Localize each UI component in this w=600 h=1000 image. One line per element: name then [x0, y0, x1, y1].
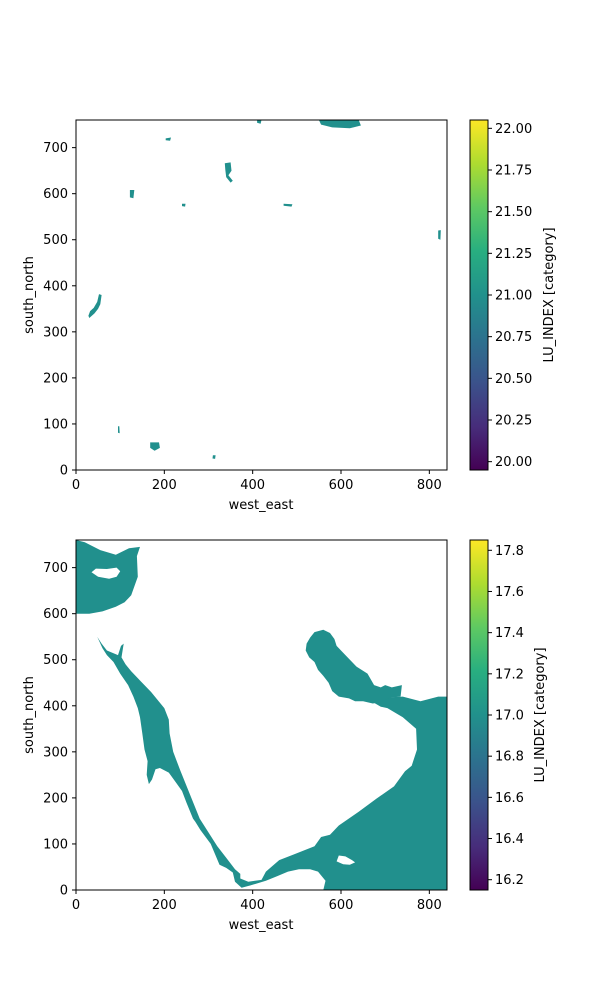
land-region-1 [318, 120, 361, 129]
land-region-10 [212, 455, 216, 459]
y-tick-label: 100 [43, 417, 68, 432]
land-region-9 [438, 230, 441, 240]
colorbar-label-1: LU_INDEX [category] [542, 227, 557, 362]
colorbar-tick-label: 21.75 [495, 164, 532, 179]
x-axis-label-1: west_east [229, 498, 294, 513]
colorbar-tick-label: 16.2 [495, 873, 524, 888]
y-tick-label: 0 [60, 884, 68, 899]
colorbar-tick-label: 16.6 [495, 791, 524, 806]
y-axis-label-1: south_north [22, 256, 37, 334]
colorbar-tick-label: 21.00 [495, 289, 532, 304]
colorbar-tick-label: 20.75 [495, 330, 532, 345]
colorbar-2 [469, 539, 489, 891]
land-region-7 [165, 137, 171, 141]
colorbar-tick-label: 16.8 [495, 750, 524, 765]
colorbar-label-2: LU_INDEX [category] [533, 647, 548, 782]
colorbar-tick-label: 16.4 [495, 832, 524, 847]
colorbar-tick-label: 20.50 [495, 372, 532, 387]
colorbar-tick-label: 22.00 [495, 122, 532, 137]
x-axis-1: 0 200 400 600 800 [72, 470, 442, 493]
y-axis-2: 0 100 200 300 400 500 600 700 [43, 561, 76, 899]
heatmap-area-2 [76, 540, 447, 890]
land-region-12 [182, 203, 186, 207]
land-region-2 [97, 636, 447, 890]
land-region-1 [76, 540, 140, 614]
y-tick-label: 0 [60, 464, 68, 479]
land-region-2 [257, 120, 262, 124]
y-tick-label: 600 [43, 607, 68, 622]
colorbar-tick-label: 17.2 [495, 667, 524, 682]
colorbar-tick-label: 17.0 [495, 709, 524, 724]
x-tick-label: 600 [329, 478, 354, 493]
y-axis-1: 0 100 200 300 400 500 600 700 [43, 141, 76, 479]
y-tick-label: 700 [43, 141, 68, 156]
chart-panel-1: 0 200 400 600 800 0 100 200 300 400 500 600 700 wes… [22, 119, 557, 513]
y-tick-label: 600 [43, 187, 68, 202]
y-tick-label: 100 [43, 837, 68, 852]
y-tick-label: 200 [43, 371, 68, 386]
colorbar-tick-label: 21.50 [495, 205, 532, 220]
land-region-3 [305, 629, 402, 704]
x-tick-label: 200 [152, 898, 177, 913]
land-region-6 [88, 294, 102, 318]
colorbar-ticks-2: 16.2 16.4 16.6 16.8 17.0 17.2 17.4 17.6 17.8 [488, 544, 524, 888]
x-tick-label: 800 [417, 898, 442, 913]
plot-frame-2 [75, 539, 448, 891]
y-tick-label: 200 [43, 791, 68, 806]
x-axis-2: 0 200 400 600 800 [72, 890, 442, 913]
y-tick-label: 300 [43, 745, 68, 760]
land-region-3 [224, 162, 233, 183]
y-tick-label: 500 [43, 653, 68, 668]
x-tick-label: 400 [240, 478, 265, 493]
x-tick-label: 800 [417, 478, 442, 493]
y-tick-label: 400 [43, 699, 68, 714]
x-tick-label: 600 [329, 898, 354, 913]
colorbar-tick-label: 17.6 [495, 585, 524, 600]
x-axis-label-2: west_east [229, 918, 294, 933]
x-tick-label: 0 [72, 478, 80, 493]
y-tick-label: 700 [43, 561, 68, 576]
y-tick-label: 300 [43, 325, 68, 340]
colorbar-ticks-1: 20.00 20.25 20.50 20.75 21.00 21.25 21.50 21.75… [488, 122, 532, 470]
y-tick-label: 400 [43, 279, 68, 294]
colorbar-tick-label: 21.25 [495, 247, 532, 262]
x-tick-label: 200 [152, 478, 177, 493]
colorbar-tick-label: 17.4 [495, 626, 524, 641]
plot-frame-1 [75, 119, 448, 471]
y-tick-label: 500 [43, 233, 68, 248]
land-region-4 [129, 190, 135, 199]
x-tick-label: 400 [240, 898, 265, 913]
heatmap-area-1 [88, 120, 441, 459]
colorbar-1 [469, 119, 489, 471]
chart-panel-2: 0 200 400 600 800 0 100 200 300 400 500 600 700 wes… [22, 539, 548, 933]
colorbar-tick-label: 20.00 [495, 455, 532, 470]
y-axis-label-2: south_north [22, 676, 37, 754]
land-region-5 [150, 442, 160, 451]
colorbar-tick-label: 17.8 [495, 544, 524, 559]
x-tick-label: 0 [72, 898, 80, 913]
land-region-11 [118, 426, 120, 434]
land-region-8 [283, 203, 293, 207]
colorbar-tick-label: 20.25 [495, 414, 532, 429]
